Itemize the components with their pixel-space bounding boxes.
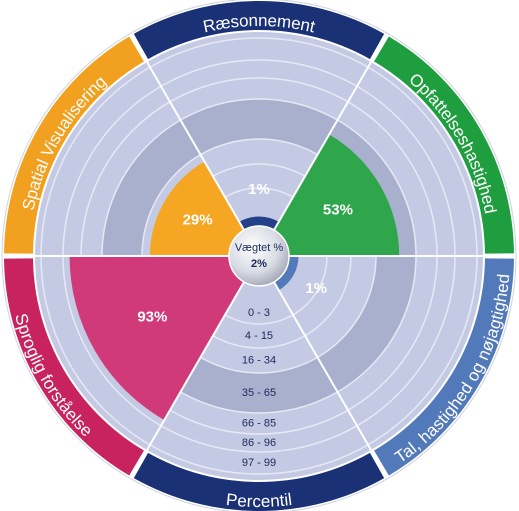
category-label-path: Percentil [225,490,293,511]
category-ring [4,36,144,254]
category-ring [374,36,514,254]
value-label: 1% [248,181,270,198]
band-label: 16 - 34 [242,354,276,366]
category-ring [133,452,385,511]
category-ring [4,258,144,476]
category-ring [374,258,514,476]
value-label: 1% [305,280,327,297]
band-label: 66 - 85 [242,417,276,429]
wedge [259,134,400,256]
category-ring [133,1,385,60]
wedge [149,161,259,256]
band-label: 35 - 65 [242,387,276,399]
center-hub [228,225,290,287]
value-label: 93% [137,309,167,326]
category-label: Percentil [225,490,293,511]
sector-divider [146,255,260,451]
wedge [69,256,259,421]
center-value: 2% [251,258,267,270]
band-label: 97 - 99 [242,457,276,469]
band-label: 4 - 15 [245,330,273,342]
center-title: Vægtet % [235,242,284,254]
band-label: 86 - 96 [242,437,276,449]
value-label: 53% [323,201,353,218]
sector-divider [146,61,260,257]
sector-divider [258,61,372,257]
sector-divider [258,255,372,451]
band-label: 0 - 3 [248,307,270,319]
value-label: 29% [183,212,213,229]
